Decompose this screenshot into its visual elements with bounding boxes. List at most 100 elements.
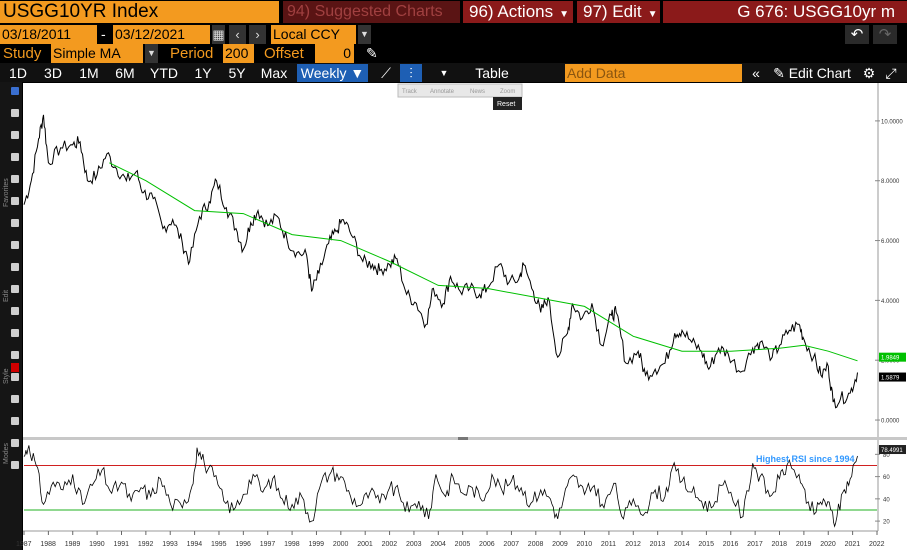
redo-icon[interactable]: ↷ <box>873 25 897 44</box>
panel-splitter-handle[interactable] <box>458 437 468 440</box>
text-icon[interactable] <box>11 175 19 183</box>
chevron-down-icon[interactable]: ▼ <box>439 68 449 78</box>
rsi-tick-label: 20 <box>883 520 890 526</box>
side-toolbar <box>0 82 22 550</box>
zoom-tool[interactable]: Zoom <box>500 89 515 95</box>
time-tick-label: 2005 <box>455 541 471 548</box>
frequency-select[interactable]: Weekly ▼ <box>297 64 368 82</box>
start-date-input[interactable]: 03/18/2011 <box>0 25 97 44</box>
news-tool[interactable]: News <box>470 89 485 95</box>
style-tab[interactable]: Style <box>3 368 10 384</box>
moving-average-line <box>109 162 858 362</box>
track-tool[interactable]: Track <box>402 89 418 95</box>
ticker-field[interactable]: USGG10YR Index <box>0 1 279 23</box>
fib-icon[interactable] <box>11 263 19 271</box>
price-tick-label: 2.0000 <box>881 359 900 365</box>
range-ytd-button[interactable]: YTD <box>150 65 178 81</box>
chart-title: G 676: USGG10yr m <box>663 1 907 23</box>
time-tick-label: 2021 <box>845 541 861 548</box>
price-axis <box>878 83 907 437</box>
settings-icon[interactable]: ⚙ <box>862 65 876 81</box>
pencil-icon[interactable]: ✎ <box>366 45 378 61</box>
crosshair-icon[interactable] <box>11 131 19 139</box>
previous-arrow-icon[interactable]: ‹ <box>229 25 246 44</box>
time-tick-label: 2019 <box>796 541 812 548</box>
period-input[interactable]: 200 <box>223 44 254 63</box>
study-select[interactable]: Simple MA <box>51 44 143 63</box>
annotate-tool[interactable]: Annotate <box>430 89 455 95</box>
rsi-tick-label: 80 <box>883 453 890 459</box>
time-tick-label: 1989 <box>65 541 81 548</box>
zoom-icon[interactable] <box>11 153 19 161</box>
price-tick-label: 8.0000 <box>881 179 900 185</box>
range-1d-button[interactable]: 1D <box>9 65 27 81</box>
period-label: Period <box>170 45 214 62</box>
range-3d-button[interactable]: 3D <box>44 65 62 81</box>
edit-menu-button[interactable]: 97) Edit ▼ <box>577 1 660 23</box>
layers-icon[interactable] <box>11 373 19 381</box>
time-tick-label: 1993 <box>162 541 178 548</box>
line-chart-icon[interactable]: ⟋ <box>381 65 391 81</box>
range-max-button[interactable]: Max <box>260 65 288 81</box>
actions-menu-button[interactable]: 96) Actions ▼ <box>463 1 573 23</box>
offset-input[interactable]: 0 <box>315 44 354 63</box>
rsi-line <box>23 445 858 528</box>
favorites-tab[interactable]: Favorites <box>3 178 10 207</box>
suggested-charts-button[interactable]: 94) Suggested Charts <box>283 1 460 23</box>
cursor-icon[interactable] <box>11 87 19 95</box>
rsi-last-label: 78.4991 <box>881 448 903 454</box>
add-data-input[interactable]: Add Data <box>565 64 742 82</box>
time-tick-label: 1988 <box>40 541 56 548</box>
palette-icon[interactable] <box>11 417 19 425</box>
axes: 10.0000 8.0000 6.0000 4.0000 2.0000 0.0000 1.9… <box>16 119 906 548</box>
channel-icon[interactable] <box>11 285 19 293</box>
frequency-label: Weekly <box>300 65 347 81</box>
undo-icon[interactable]: ↶ <box>845 25 869 44</box>
end-date-input[interactable]: 03/12/2021 <box>113 25 210 44</box>
rsi-axis <box>878 440 907 531</box>
edit-chart-button[interactable]: ✎ Edit Chart <box>768 64 856 82</box>
time-tick-label: 2008 <box>528 541 544 548</box>
time-tick-label: 2016 <box>723 541 739 548</box>
chevron-down-icon[interactable]: ▼ <box>358 25 371 44</box>
last-value-badge <box>879 372 906 382</box>
time-tick-label: 2020 <box>820 541 836 548</box>
grid-icon[interactable] <box>11 439 19 447</box>
modes-tab[interactable]: Modes <box>3 442 10 464</box>
reset-button[interactable] <box>493 97 522 110</box>
bar-chart-icon[interactable]: ⫶ <box>400 64 422 82</box>
calendar-icon[interactable]: ▦ <box>212 25 225 44</box>
expand-icon[interactable]: ⤢ <box>885 65 897 81</box>
time-tick-label: 2001 <box>357 541 373 548</box>
time-tick-label: 1997 <box>260 541 276 548</box>
brush-icon[interactable] <box>11 197 19 205</box>
time-tick-label: 2013 <box>650 541 666 548</box>
shape-icon[interactable] <box>11 307 19 315</box>
currency-select[interactable]: Local CCY <box>271 25 356 44</box>
table-button[interactable]: Table <box>475 65 509 81</box>
range-5y-button[interactable]: 5Y <box>228 65 246 81</box>
range-1y-button[interactable]: 1Y <box>194 65 212 81</box>
actions-label: 96) Actions <box>469 2 554 21</box>
chart-area[interactable]: Track Annotate News Zoom Reset Highest R… <box>0 82 907 550</box>
trash-icon[interactable] <box>11 395 19 403</box>
settings-icon[interactable] <box>11 461 19 469</box>
color-swatch-icon[interactable] <box>11 363 19 372</box>
trend-line-icon[interactable] <box>11 241 19 249</box>
range-6m-button[interactable]: 6M <box>115 65 135 81</box>
edit-tab[interactable]: Edit <box>3 290 10 302</box>
chevron-down-icon[interactable]: ▼ <box>145 44 158 63</box>
eraser-icon[interactable] <box>11 329 19 337</box>
ruler-icon[interactable] <box>11 219 19 227</box>
pen-icon[interactable] <box>11 109 19 117</box>
rsi-tick-label: 40 <box>883 497 890 503</box>
time-tick-label: 2003 <box>406 541 422 548</box>
rsi-panel <box>23 440 878 531</box>
time-axis <box>23 531 907 550</box>
collapse-icon[interactable]: « <box>752 65 760 81</box>
lock-icon[interactable] <box>11 351 19 359</box>
next-arrow-icon[interactable]: › <box>249 25 266 44</box>
rsi-annotation: Highest RSI since 1994 <box>756 454 855 464</box>
range-1m-button[interactable]: 1M <box>79 65 99 81</box>
last-value-badge <box>879 352 906 362</box>
